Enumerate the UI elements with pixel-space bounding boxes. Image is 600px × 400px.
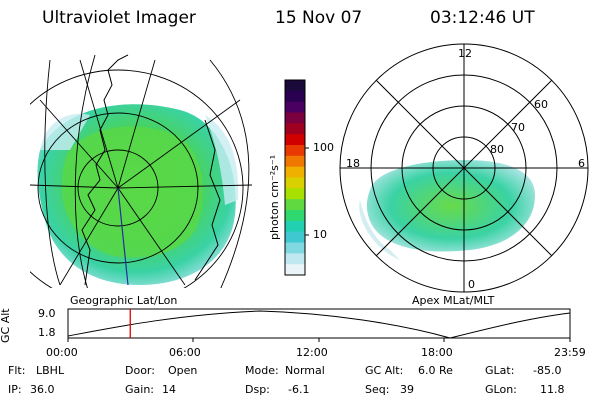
colorbar-band [285,80,305,92]
seq-value: 39 [400,383,414,396]
gain-value: 14 [162,383,176,396]
aurora-oval-magnetic [366,160,535,252]
glat-label: GLat: [485,364,515,377]
seq-label: Seq: [365,383,390,396]
colorbar-band [285,188,305,200]
gain-label: Gain: [125,383,154,396]
gcalt-value: 6.0 Re [418,364,453,377]
colorbar-tick-100: 100 [313,141,334,154]
colorbar-tick-10: 10 [313,228,327,241]
colorbar-band [285,264,305,276]
altitude-ylabel: GC Alt [0,308,12,343]
door-label: Door: [125,364,155,377]
colorbar-band [285,155,305,168]
mlat-label-70: 70 [511,121,525,134]
colorbar-band [285,177,305,189]
colorbar-band [285,242,305,254]
colorbar-band [285,134,305,146]
glon-label: GLon: [485,383,517,396]
xtick-1200: 12:00 [296,346,328,359]
sun-direction-line [117,187,129,286]
colorbar-band [285,101,305,113]
ip-value: 36.0 [30,383,55,396]
colorbar-band [285,145,305,157]
mlt-label-0: 0 [468,278,475,291]
altitude-plot [67,308,571,342]
colorbar-unit-label: photon cm⁻²s⁻¹ [268,154,281,240]
ip-label: IP: [8,383,22,396]
gcalt-label: GC Alt: [365,364,404,377]
glon-value: 11.8 [540,383,565,396]
flt-label: Flt: [8,364,26,377]
xtick-0000: 00:00 [46,346,78,359]
door-value: Open [168,364,198,377]
altitude-curve [67,310,571,339]
time-text: 03:12:46 UT [430,8,535,28]
mlt-polar-plot [339,43,589,293]
colorbar-band [285,166,305,178]
colorbar-band [285,112,305,124]
colorbar-band [285,123,305,135]
mlt-label-12: 12 [458,47,472,60]
apex-caption: Apex MLat/MLT [412,294,495,307]
colorbar-band [285,210,305,222]
mlt-label-6: 6 [578,157,585,170]
dsp-value: -6.1 [288,383,310,396]
mode-label: Mode: [245,364,279,377]
flt-value: LBHL [36,364,65,377]
altitude-ytick-min: 1.8 [38,326,56,339]
mlat-label-80: 80 [490,143,504,156]
colorbar-band [285,220,305,233]
date-text: 15 Nov 07 [275,8,363,28]
colorbar-band [285,199,305,211]
mode-value: Normal [285,364,325,377]
xtick-2359: 23:59 [554,346,586,359]
glat-value: -85.0 [533,364,562,377]
geographic-map [30,54,252,288]
geographic-caption: Geographic Lat/Lon [70,294,178,307]
colorbar [285,80,305,276]
mlat-label-60: 60 [534,98,548,111]
altitude-ytick-max: 9.0 [38,307,56,320]
colorbar-band [285,253,305,265]
xtick-0600: 06:00 [169,346,201,359]
colorbar-band [285,90,305,103]
colorbar-band [285,231,305,243]
dsp-label: Dsp: [245,383,270,396]
instrument-title: Ultraviolet Imager [42,8,196,28]
xtick-1800: 18:00 [421,346,453,359]
mlt-label-18: 18 [346,157,360,170]
